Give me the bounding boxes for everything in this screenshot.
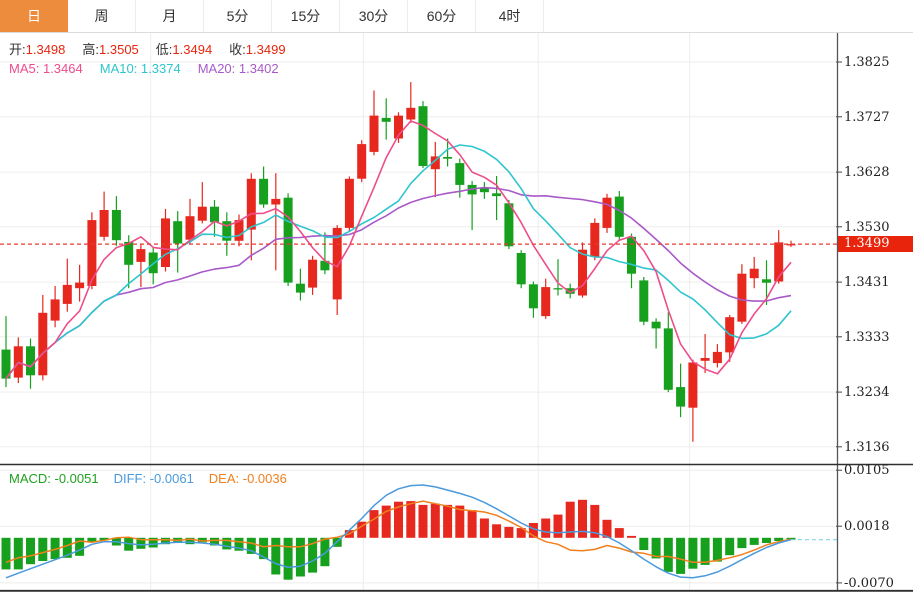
price-tick-1.3234: 1.3234 — [844, 385, 890, 401]
macd-info-row: MACD: -0.0051 DIFF: -0.0061 DEA: -0.0036 — [9, 471, 287, 486]
macd-tick-0.0105: 0.0105 — [844, 463, 890, 479]
ma-info-row: MA5: 1.3464 MA10: 1.3374 MA20: 1.3402 — [9, 61, 279, 76]
period-tabbar: 日周月 5分 15分 30分 60分 4时 — [0, 0, 913, 33]
price-tick-1.3530: 1.3530 — [844, 219, 890, 235]
price-tick-1.3628: 1.3628 — [844, 165, 890, 181]
tab-5min[interactable]: 5分 — [204, 0, 272, 32]
ohlc-info-row: 开:1.3498 高:1.3505 低:1.3494 收:1.3499 — [9, 39, 286, 58]
macd-value-macd: MACD: -0.0051 — [9, 471, 99, 486]
price-tick-1.3136: 1.3136 — [844, 439, 890, 455]
price-tick-1.3825: 1.3825 — [844, 55, 890, 71]
price-tick-1.3333: 1.3333 — [844, 329, 890, 345]
macd-tick--0.0070: -0.0070 — [844, 575, 894, 591]
tab-4hour[interactable]: 4时 — [476, 0, 544, 32]
price-tick-1.3727: 1.3727 — [844, 109, 890, 125]
tab-60min[interactable]: 60分 — [408, 0, 476, 32]
ma-value-ma5: MA5: 1.3464 — [9, 61, 83, 76]
tab-30min[interactable]: 30分 — [340, 0, 408, 32]
ohlc-close: 收:1.3499 — [229, 42, 286, 57]
ohlc-low: 低:1.3494 — [155, 42, 213, 57]
ma-value-ma10: MA10: 1.3374 — [99, 61, 181, 76]
tab-month[interactable]: 月 — [136, 0, 204, 32]
tab-week[interactable]: 周 — [68, 0, 136, 32]
tab-15min[interactable]: 15分 — [272, 0, 340, 32]
ohlc-open: 开:1.3498 — [9, 42, 66, 57]
ma-value-ma20: MA20: 1.3402 — [197, 61, 279, 76]
ohlc-high: 高:1.3505 — [82, 42, 139, 57]
macd-tick-0.0018: 0.0018 — [844, 519, 890, 535]
last-price-tag: 1.3499 — [838, 236, 913, 253]
macd-value-dea: DEA: -0.0036 — [208, 471, 287, 486]
tab-day[interactable]: 日 — [0, 0, 68, 32]
macd-value-diff: DIFF: -0.0061 — [113, 471, 194, 486]
price-tick-1.3431: 1.3431 — [844, 275, 890, 291]
